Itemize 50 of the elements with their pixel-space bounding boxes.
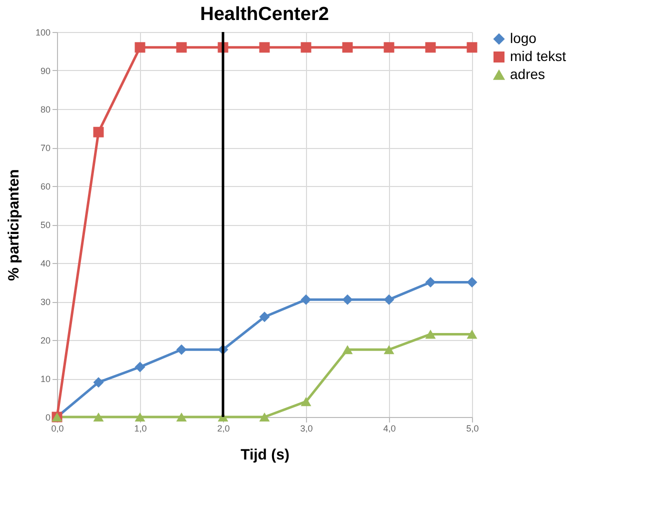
point	[300, 294, 312, 305]
y-axis-title: % participanten	[5, 169, 22, 281]
point	[384, 345, 394, 354]
y-tick-label: 0	[45, 412, 50, 422]
point	[300, 397, 312, 406]
y-tick-label: 60	[40, 182, 50, 192]
point	[466, 42, 478, 53]
point	[384, 42, 394, 53]
x-tick-label: 3,0	[300, 424, 313, 434]
y-tick-label: 80	[40, 104, 50, 114]
point	[342, 294, 353, 305]
point	[466, 330, 478, 339]
y-tick-label: 100	[35, 28, 50, 38]
y-tick-label: 90	[40, 66, 50, 76]
point	[259, 312, 270, 322]
x-tick-label: 1,0	[134, 424, 147, 434]
y-tick-label: 10	[40, 374, 50, 384]
y-tick-label: 20	[40, 336, 50, 346]
x-tick-label: 5,0	[466, 424, 479, 434]
point	[93, 126, 104, 138]
point	[384, 294, 394, 305]
legend-label: mid tekst	[510, 48, 566, 64]
x-axis-title: Tijd (s)	[240, 446, 290, 464]
point	[425, 330, 436, 339]
x-tick-label: 4,0	[383, 424, 396, 434]
point	[93, 377, 104, 388]
point	[176, 42, 187, 53]
point	[259, 42, 270, 53]
point	[176, 412, 187, 422]
chart-title: HealthCenter2	[200, 4, 329, 25]
y-tick-label: 30	[40, 297, 50, 307]
point	[176, 344, 187, 355]
point	[259, 412, 270, 422]
point	[134, 362, 146, 372]
y-tick-label: 50	[40, 220, 50, 230]
point	[466, 277, 478, 288]
point	[425, 277, 436, 288]
y-tick-label: 70	[40, 143, 50, 153]
point	[93, 412, 104, 422]
point	[134, 412, 146, 422]
x-tick-label: 2,0	[217, 424, 230, 434]
legend-label: adres	[510, 66, 546, 82]
point	[134, 42, 146, 53]
point	[425, 42, 436, 53]
point	[342, 42, 353, 53]
x-tick-label: 0,0	[51, 424, 64, 434]
point	[300, 42, 312, 53]
point	[342, 345, 353, 354]
y-tick-label: 40	[40, 258, 50, 268]
legend-label: logo	[510, 30, 537, 46]
